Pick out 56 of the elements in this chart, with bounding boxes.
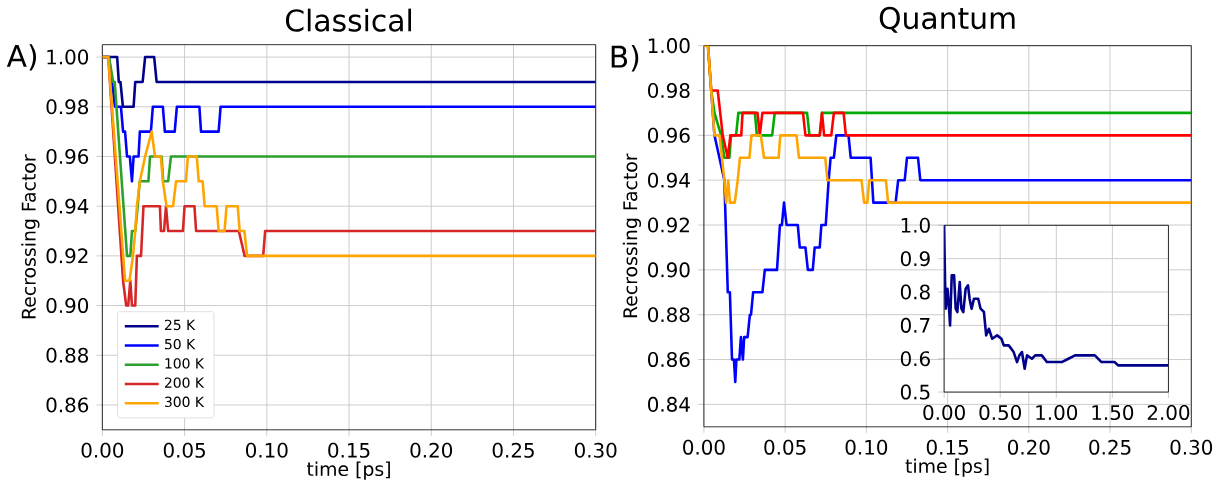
y-tick-label: 1.0 [901,217,930,233]
x-tick-label: 0.25 [492,442,534,458]
legend-label: 100 K [165,357,205,369]
legend-label: 300 K [165,396,205,407]
line-series [703,45,1192,204]
x-tick-label: 0.20 [410,442,453,458]
y-tick-label: 0.90 [648,262,690,278]
x-tick-label: 1.00 [1036,404,1078,420]
y-tick-label: 0.5 [900,384,930,400]
y-tick-label: 0.96 [46,148,89,164]
x-tick-label: 0.20 [1008,439,1050,455]
legend-label: 25 K [164,319,196,330]
y-axis-title: Recrossing Factor [622,153,642,318]
x-tick-label: 0.00 [683,439,725,455]
x-axis-title: time [ps] [306,461,390,480]
x-tick-label: 1.50 [1092,404,1134,420]
y-tick-label: 0.98 [648,82,690,98]
x-tick-label: 0.05 [764,439,806,455]
y-tick-label: 0.98 [46,99,89,115]
y-axis-title: Recrossing Factor [21,154,40,319]
x-tick-label: 0.25 [1089,439,1131,455]
y-tick-label: 0.88 [46,347,89,363]
text: A) [6,43,37,71]
y-tick-label: 0.6 [900,351,930,367]
x-tick-label: 0.15 [926,439,968,455]
chart-title: Quantum [879,6,1015,33]
y-tick-label: 0.92 [648,217,689,233]
x-tick-label: 0.50 [979,404,1021,420]
y-tick-label: 0.94 [46,198,89,214]
y-tick-label: 0.8 [900,284,930,300]
y-tick-label: 0.84 [648,396,690,412]
text: B) [611,44,639,72]
x-tick-label: 0.00 [923,404,965,420]
x-tick-label: 0.10 [246,442,288,458]
y-tick-label: 1.00 [47,49,89,65]
y-tick-label: 0.92 [46,248,88,264]
y-tick-label: 0.7 [900,317,930,333]
y-tick-label: 0.9 [900,250,930,266]
x-tick-label: 2.00 [1147,404,1190,420]
x-tick-label: 0.10 [845,439,888,455]
x-tick-label: 0.30 [1170,439,1213,455]
y-tick-label: 0.86 [648,351,690,367]
x-tick-label: 0.05 [163,442,205,458]
x-tick-label: 0.00 [81,442,124,458]
chart-title: Classical [285,8,412,32]
legend-label: 50 K [165,338,196,350]
y-tick-label: 1.00 [648,37,690,53]
y-tick-label: 0.94 [648,172,690,188]
y-tick-label: 0.96 [648,127,690,143]
x-axis-title: time [ps] [905,458,989,477]
legend-label: 200 K [164,377,205,388]
x-tick-label: 0.30 [574,442,617,458]
y-tick-label: 0.86 [46,397,89,413]
y-tick-label: 0.90 [46,297,89,313]
y-tick-label: 0.88 [648,307,690,323]
x-tick-label: 0.15 [328,442,370,458]
